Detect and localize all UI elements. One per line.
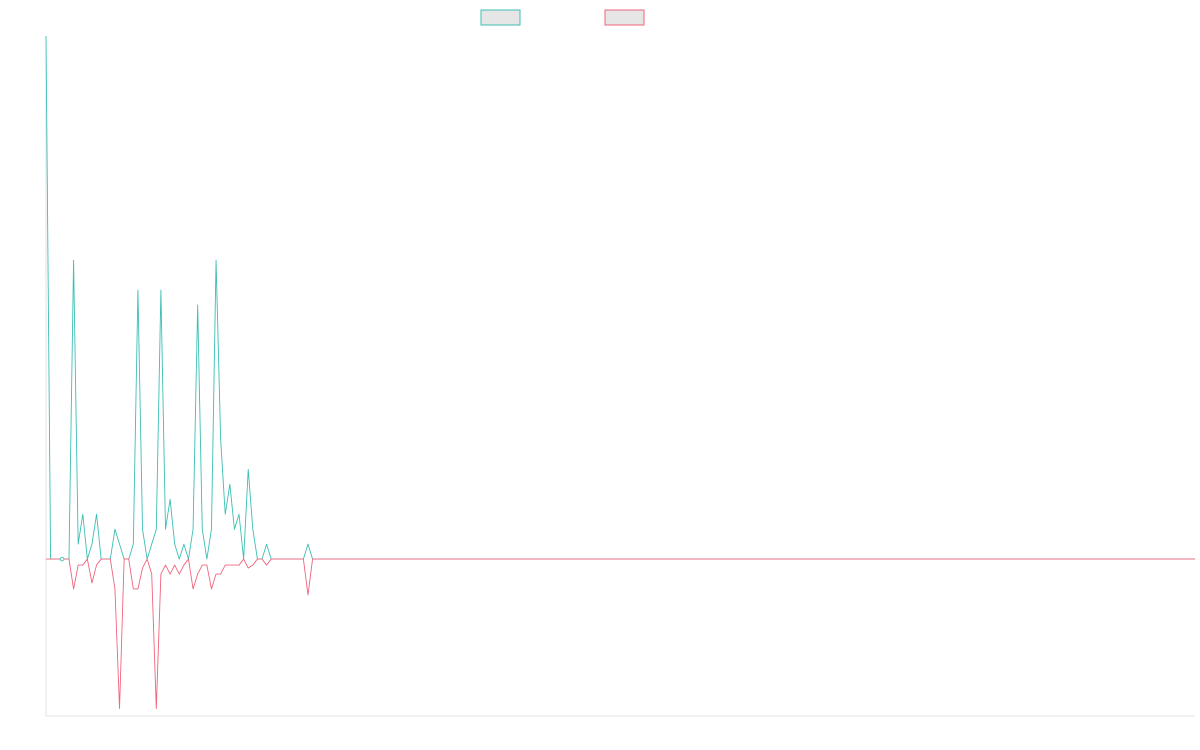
- series-2-line: [46, 558, 1195, 709]
- plot-area: [45, 35, 1195, 709]
- legend: [480, 9, 645, 26]
- axes: [45, 36, 1195, 717]
- series-1-line: [45, 35, 1195, 560]
- series-1-point: [59, 556, 65, 562]
- legend-swatch-series-1[interactable]: [480, 9, 521, 26]
- legend-swatch-series-2[interactable]: [604, 9, 645, 26]
